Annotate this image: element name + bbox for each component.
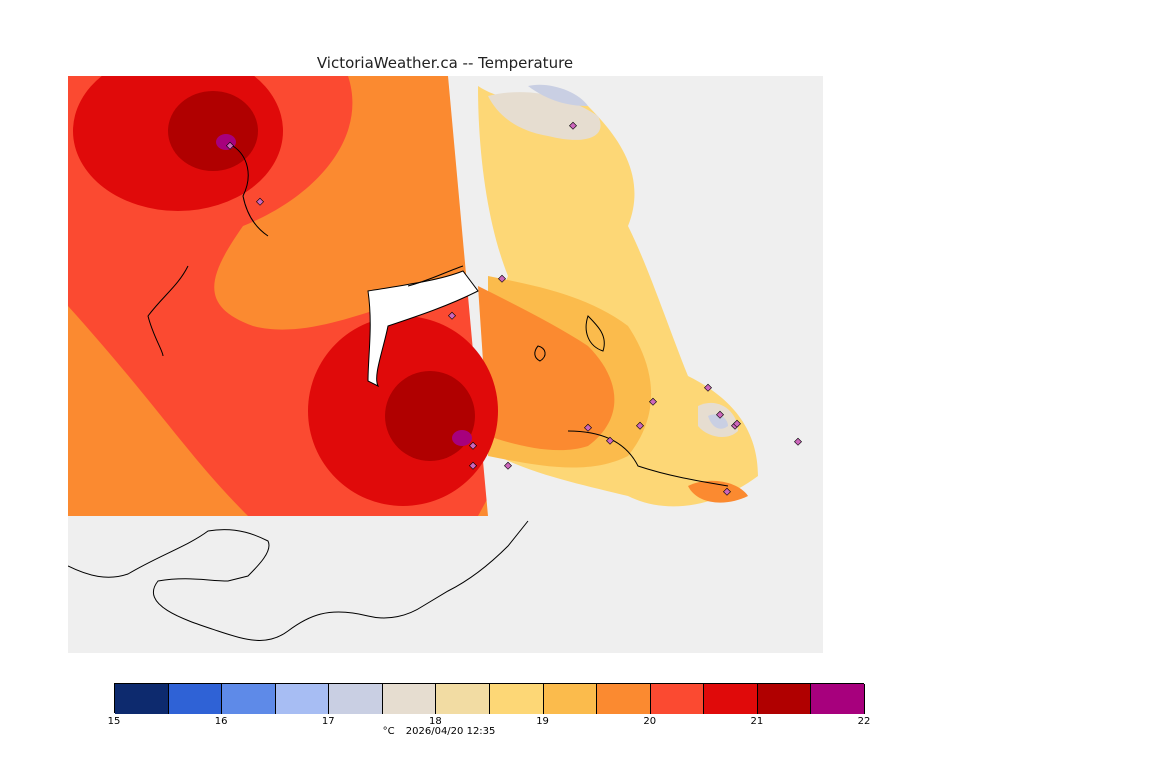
station-marker[interactable] <box>716 410 724 419</box>
legend-tick-label: 22 <box>857 716 871 727</box>
map-title: VictoriaWeather.ca -- Temperature <box>316 54 574 72</box>
station-marker[interactable] <box>704 383 712 392</box>
station-marker[interactable] <box>584 423 592 432</box>
legend-swatch <box>811 684 865 714</box>
legend-swatch <box>115 684 169 714</box>
station-marker[interactable] <box>448 311 456 320</box>
station-marker[interactable] <box>569 121 577 130</box>
station-marker[interactable] <box>649 397 657 406</box>
water-bodies <box>367 270 479 388</box>
legend-swatch <box>168 684 223 714</box>
legend-bar <box>114 683 865 714</box>
legend-swatch <box>222 684 276 714</box>
station-marker[interactable] <box>498 274 506 283</box>
station-marker[interactable] <box>794 437 802 446</box>
station-marker[interactable] <box>606 436 614 445</box>
color-legend: 15 16 17 18 19 20 21 22 °C 2026/04/20 12:35 <box>108 683 874 743</box>
legend-swatch <box>757 684 812 714</box>
station-marker[interactable] <box>636 421 644 430</box>
station-marker[interactable] <box>504 461 512 470</box>
station-marker[interactable] <box>226 141 234 150</box>
legend-swatch <box>650 684 705 714</box>
legend-swatch <box>436 684 490 714</box>
station-marker[interactable] <box>723 487 731 496</box>
legend-swatch <box>490 684 544 714</box>
legend-swatch <box>543 684 598 714</box>
legend-swatch <box>704 684 758 714</box>
legend-tick-label: 18 <box>429 716 442 727</box>
legend-tick-label: 21 <box>750 716 764 727</box>
legend-timestamp: 2026/04/20 12:35 <box>405 726 496 737</box>
legend-tick-label: 20 <box>643 716 657 727</box>
station-marker[interactable] <box>469 441 477 450</box>
legend-swatch <box>597 684 651 714</box>
legend-tick-label: 16 <box>214 716 228 727</box>
legend-caption: °C 2026/04/20 12:35 <box>114 726 764 737</box>
temperature-map[interactable] <box>68 76 823 653</box>
station-marker[interactable] <box>256 197 264 206</box>
weather-stations[interactable] <box>226 121 802 496</box>
legend-swatch <box>329 684 383 714</box>
legend-swatch <box>275 684 330 714</box>
legend-tick-label: 17 <box>321 716 335 727</box>
station-marker[interactable] <box>733 419 741 428</box>
legend-tick-label: 15 <box>107 716 121 727</box>
coastlines <box>68 145 729 641</box>
legend-swatch <box>382 684 437 714</box>
legend-unit: °C <box>382 726 395 737</box>
legend-tick-label: 19 <box>536 716 549 727</box>
station-marker[interactable] <box>469 461 477 470</box>
